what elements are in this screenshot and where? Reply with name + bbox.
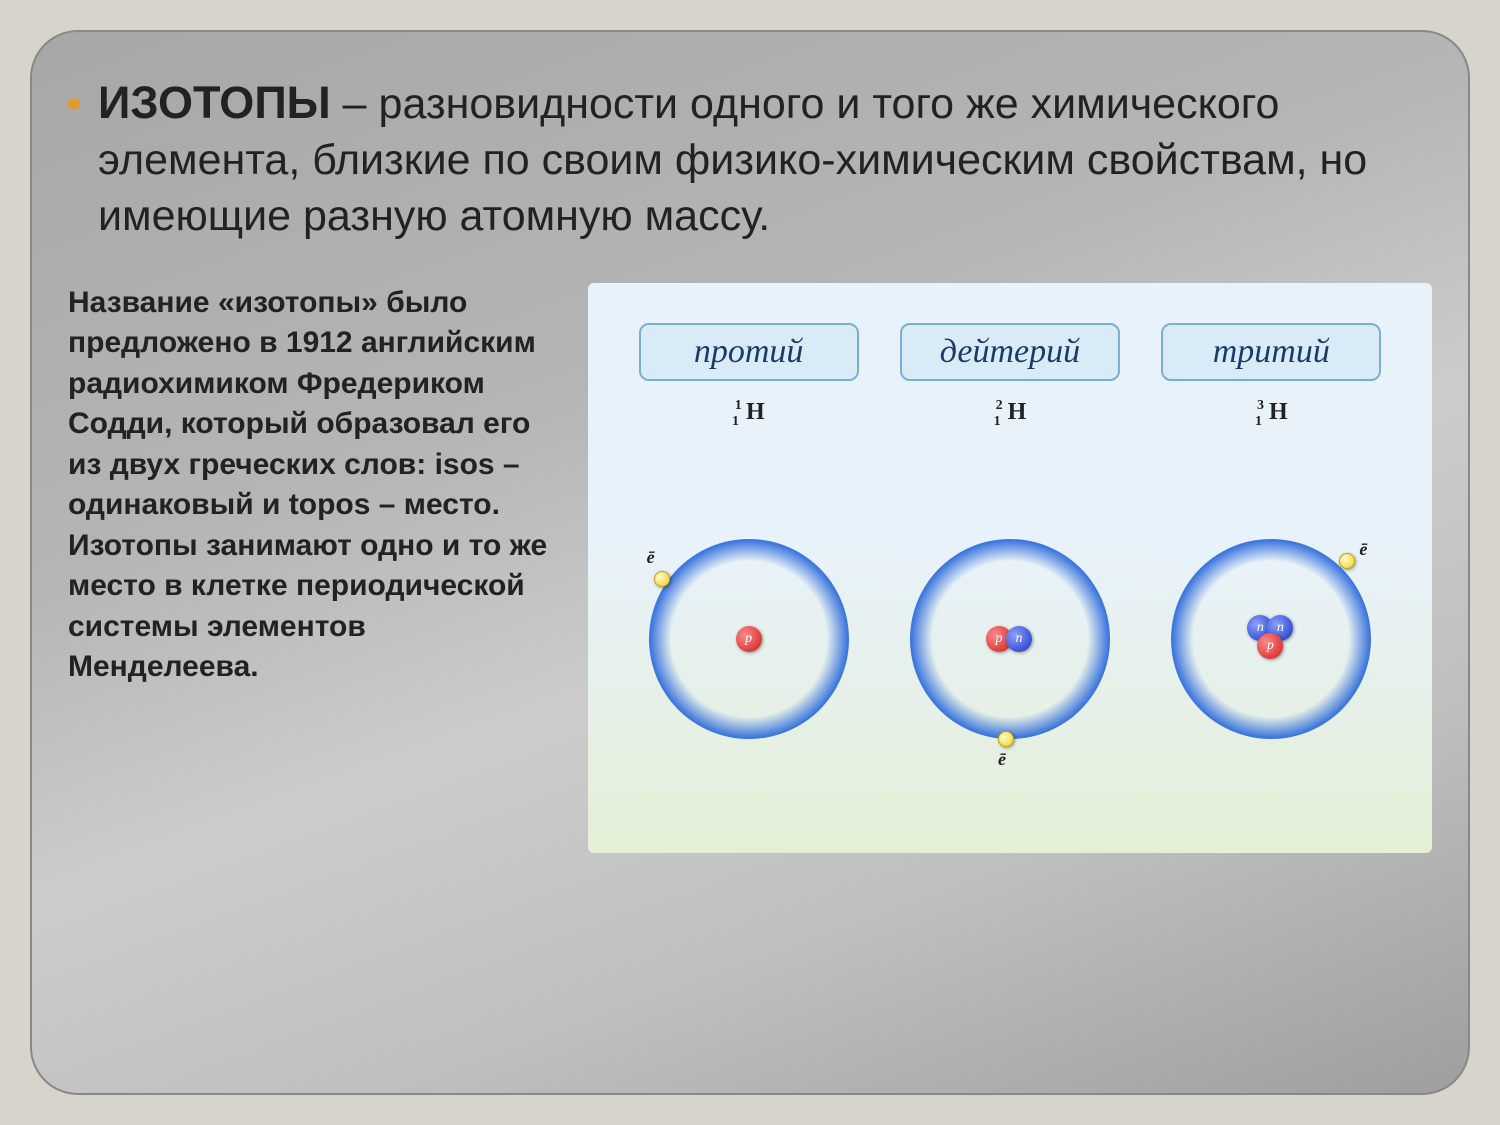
lower-section: Название «изотопы» было предложено в 191… bbox=[68, 283, 1432, 853]
isotope-notation: 11H bbox=[639, 399, 859, 426]
electron-particle bbox=[654, 571, 670, 587]
labels-row: протий дейтерий тритий bbox=[618, 323, 1402, 381]
electron-particle bbox=[998, 731, 1014, 747]
isotope-label: дейтерий bbox=[900, 323, 1120, 381]
main-definition-text: ИЗОТОПЫ – разновидности одного и того же… bbox=[98, 74, 1432, 245]
isotope-label: тритий bbox=[1161, 323, 1381, 381]
atom-diagram: nnpē bbox=[1141, 509, 1401, 769]
slide-frame: ИЗОТОПЫ – разновидности одного и того же… bbox=[30, 30, 1470, 1095]
bullet-icon bbox=[68, 98, 80, 110]
electron-label: ē bbox=[998, 749, 1006, 770]
atom-diagram: pē bbox=[619, 509, 879, 769]
notation-row: 11H 21H 31H bbox=[618, 399, 1402, 426]
electron-particle bbox=[1339, 553, 1355, 569]
term: ИЗОТОПЫ bbox=[98, 77, 331, 128]
electron-label: ē bbox=[647, 547, 655, 568]
atoms-row: pēpnēnnpē bbox=[618, 456, 1402, 823]
neutron-particle: n bbox=[1006, 626, 1032, 652]
proton-particle: p bbox=[736, 626, 762, 652]
etymology-text: Название «изотопы» было предложено в 191… bbox=[68, 283, 558, 688]
isotope-label: протий bbox=[639, 323, 859, 381]
isotope-notation: 21H bbox=[900, 399, 1120, 426]
isotopes-diagram: протийдейтерийтритий 11H21H31H pēpnēnnpē bbox=[588, 283, 1432, 853]
electron-label: ē bbox=[1359, 539, 1367, 560]
isotope-notation: 31H bbox=[1161, 399, 1381, 426]
atom-diagram: pnē bbox=[880, 509, 1140, 769]
main-definition-block: ИЗОТОПЫ – разновидности одного и того же… bbox=[68, 74, 1432, 245]
